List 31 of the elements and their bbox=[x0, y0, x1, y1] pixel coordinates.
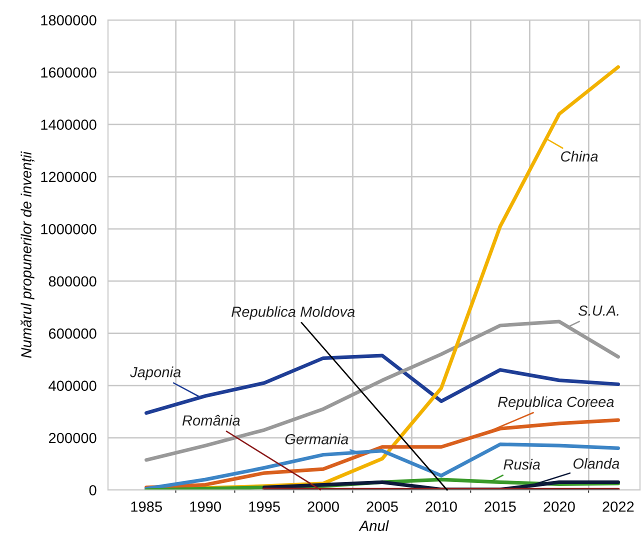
series-label: Olanda bbox=[574, 458, 620, 469]
x-tick-label: 2010 bbox=[426, 501, 457, 512]
legend-label: China bbox=[561, 150, 598, 162]
x-tick-label: 2022 bbox=[602, 501, 634, 512]
x-tick-label: 2020 bbox=[544, 501, 575, 512]
x-tick-label: 1995 bbox=[249, 501, 280, 512]
y-tick-label: 1000000 bbox=[41, 224, 96, 234]
x-tick-label: 2005 bbox=[366, 501, 398, 512]
y-tick-label: 1400000 bbox=[41, 120, 96, 130]
y-tick-label: 0 bbox=[89, 485, 96, 496]
x-tick-label: 1990 bbox=[190, 501, 221, 512]
series-label: Japonia bbox=[130, 366, 181, 380]
line-series bbox=[144, 442, 620, 490]
y-tick-label: 200000 bbox=[48, 432, 96, 444]
x-axis-title: Anul bbox=[358, 520, 389, 531]
x-tick-label: 1985 bbox=[131, 501, 162, 512]
text: România bbox=[182, 414, 240, 426]
y-axis-title: Numărul propunerilor de invenții bbox=[20, 151, 35, 358]
x-tick-label: 2015 bbox=[484, 501, 516, 512]
series-label: Republica Coreea bbox=[498, 396, 614, 410]
y-tick-label: 400000 bbox=[48, 380, 96, 391]
y-tick-label: 600000 bbox=[48, 328, 96, 339]
series-label: S.U.A. bbox=[578, 305, 618, 316]
series-label: Rusia bbox=[504, 458, 540, 470]
x-tick-label: 2000 bbox=[308, 501, 339, 512]
y-tick-label: 800000 bbox=[48, 276, 96, 287]
text: Republica Moldova bbox=[232, 306, 355, 320]
y-tick-label: 1600000 bbox=[41, 67, 96, 78]
y-tick-label: 1800000 bbox=[41, 15, 96, 26]
series-label: Germania bbox=[285, 434, 348, 444]
y-tick-label: 1200000 bbox=[41, 172, 96, 182]
